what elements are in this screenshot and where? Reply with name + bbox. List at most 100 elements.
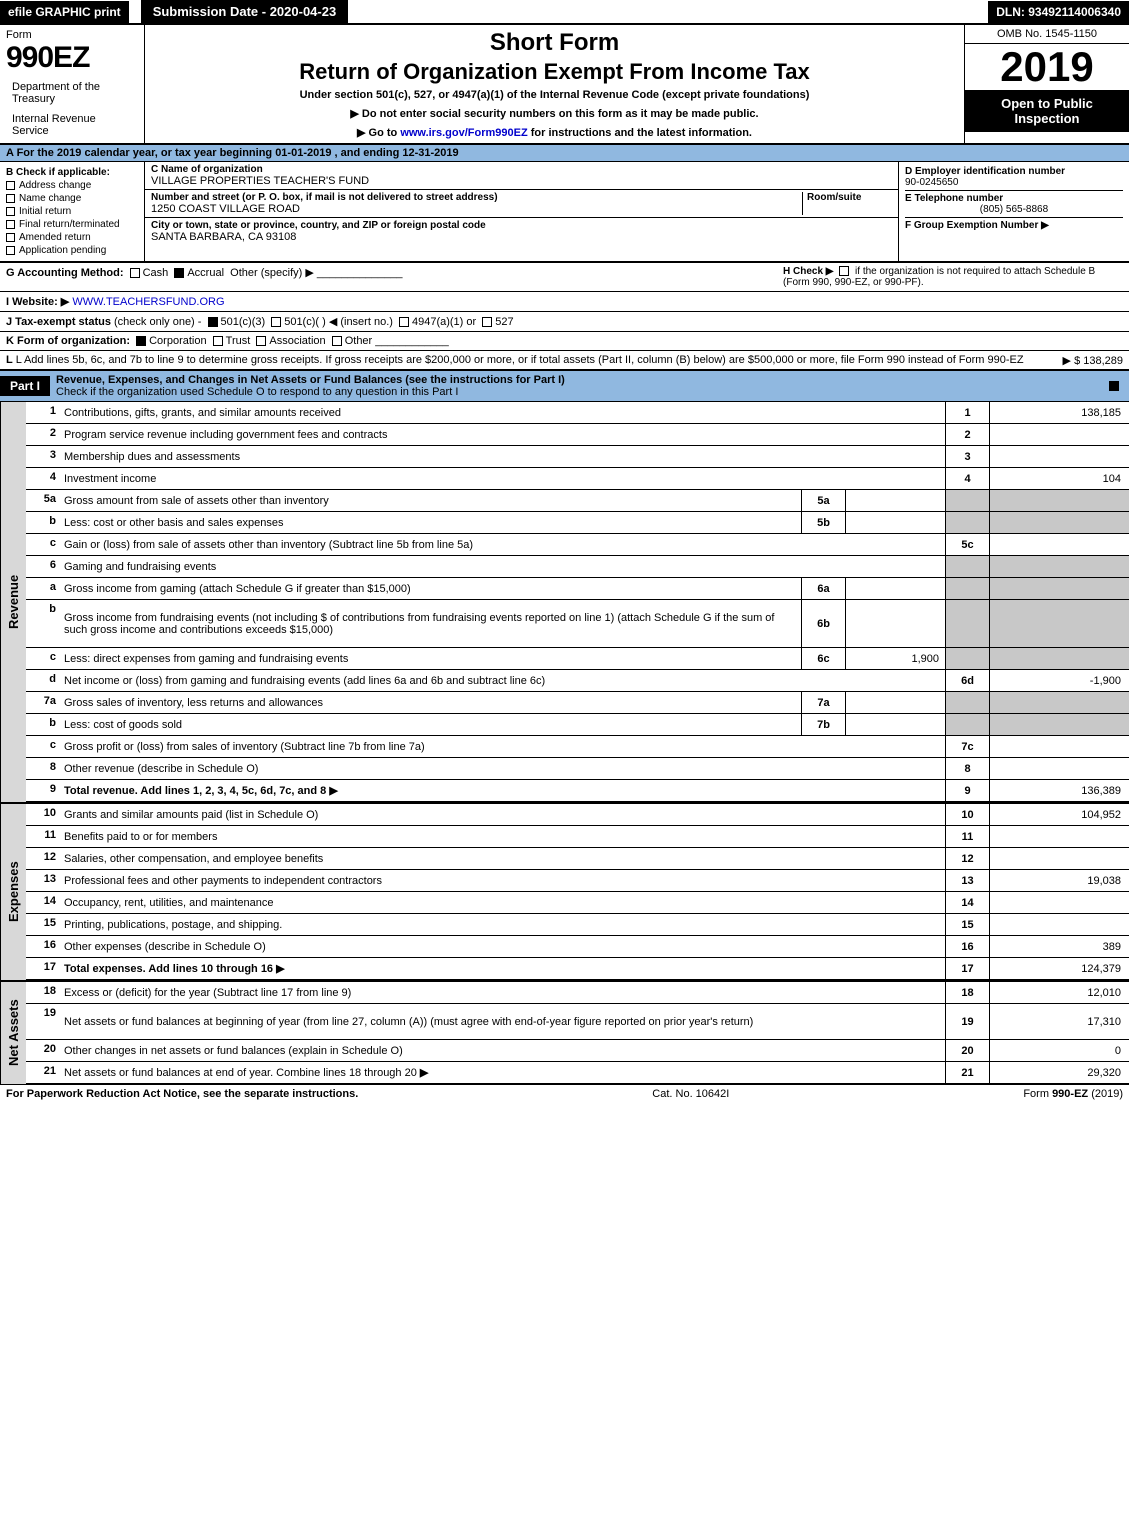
line-3-val [989, 446, 1129, 467]
line-6b-col-shade [945, 600, 989, 647]
footer-left: For Paperwork Reduction Act Notice, see … [6, 1088, 358, 1100]
city-row: City or town, state or province, country… [145, 218, 898, 245]
line-21-num: 21 [26, 1062, 60, 1083]
line-18-val: 12,010 [989, 982, 1129, 1003]
chk-other-org[interactable] [332, 336, 342, 346]
line-5a-sub: 5a [801, 490, 845, 511]
col-b-label: B Check if applicable: [6, 167, 138, 178]
line-10-col: 10 [945, 804, 989, 825]
chk-final-return[interactable]: Final return/terminated [6, 219, 138, 230]
tel-label: E Telephone number [905, 193, 1123, 204]
chk-501c3[interactable] [208, 317, 218, 327]
line-5b-subval [845, 512, 945, 533]
line-15-val [989, 914, 1129, 935]
chk-527[interactable] [482, 317, 492, 327]
line-14-num: 14 [26, 892, 60, 913]
line-6d-num: d [26, 670, 60, 691]
line-20-col: 20 [945, 1040, 989, 1061]
department-label: Department of the Treasury [6, 79, 138, 107]
chk-corporation[interactable] [136, 336, 146, 346]
line-8: 8 Other revenue (describe in Schedule O)… [26, 758, 1129, 780]
line-9-val: 136,389 [989, 780, 1129, 801]
chk-schedule-o[interactable] [1109, 381, 1119, 391]
line-16-num: 16 [26, 936, 60, 957]
revenue-section: Revenue 1 Contributions, gifts, grants, … [0, 402, 1129, 802]
row-h: H Check ▶ if the organization is not req… [783, 266, 1123, 288]
line-8-col: 8 [945, 758, 989, 779]
tel-row: E Telephone number (805) 565-8868 [905, 191, 1123, 218]
chk-amended-return[interactable]: Amended return [6, 232, 138, 243]
chk-schedule-b[interactable] [839, 266, 849, 276]
irs-label: Internal Revenue Service [6, 111, 138, 139]
chk-initial-return[interactable]: Initial return [6, 206, 138, 217]
chk-501c[interactable] [271, 317, 281, 327]
line-13: 13 Professional fees and other payments … [26, 870, 1129, 892]
line-3-num: 3 [26, 446, 60, 467]
line-19-num: 19 [26, 1004, 60, 1039]
line-13-num: 13 [26, 870, 60, 891]
col-c-org-info: C Name of organization VILLAGE PROPERTIE… [145, 162, 899, 261]
line-6c-col-shade [945, 648, 989, 669]
line-20-val: 0 [989, 1040, 1129, 1061]
street-label: Number and street (or P. O. box, if mail… [151, 192, 802, 203]
line-7b-val-shade [989, 714, 1129, 735]
line-1-col: 1 [945, 402, 989, 423]
chk-association[interactable] [256, 336, 266, 346]
efile-print-button[interactable]: efile GRAPHIC print [0, 1, 129, 23]
line-4-col: 4 [945, 468, 989, 489]
line-7b-desc: Less: cost of goods sold [60, 714, 801, 735]
line-14-val [989, 892, 1129, 913]
expenses-section: Expenses 10 Grants and similar amounts p… [0, 802, 1129, 980]
netassets-side-label: Net Assets [0, 982, 26, 1084]
line-6d-desc: Net income or (loss) from gaming and fun… [60, 670, 945, 691]
line-2-num: 2 [26, 424, 60, 445]
irs-link[interactable]: www.irs.gov/Form990EZ [400, 127, 527, 139]
goto-instructions: ▶ Go to www.irs.gov/Form990EZ for instru… [155, 126, 954, 139]
line-6c-val-shade [989, 648, 1129, 669]
website-link[interactable]: WWW.TEACHERSFUND.ORG [72, 296, 224, 308]
j-detail: (check only one) - [114, 316, 201, 328]
org-name-value: VILLAGE PROPERTIES TEACHER'S FUND [151, 175, 892, 187]
line-14-desc: Occupancy, rent, utilities, and maintena… [60, 892, 945, 913]
opt-501c3: 501(c)(3) [221, 316, 266, 328]
line-11-desc: Benefits paid to or for members [60, 826, 945, 847]
col-d-ids: D Employer identification number 90-0245… [899, 162, 1129, 261]
line-16-desc: Other expenses (describe in Schedule O) [60, 936, 945, 957]
expenses-rows: 10 Grants and similar amounts paid (list… [26, 804, 1129, 980]
row-g: G Accounting Method: Cash Accrual Other … [6, 266, 783, 288]
row-g-h: G Accounting Method: Cash Accrual Other … [0, 263, 1129, 292]
netassets-rows: 18 Excess or (deficit) for the year (Sub… [26, 982, 1129, 1084]
line-5b-col-shade [945, 512, 989, 533]
under-section: Under section 501(c), 527, or 4947(a)(1)… [155, 89, 954, 101]
chk-name-change[interactable]: Name change [6, 193, 138, 204]
line-7a-col-shade [945, 692, 989, 713]
line-5b-sub: 5b [801, 512, 845, 533]
chk-application-pending[interactable]: Application pending [6, 245, 138, 256]
revenue-rows: 1 Contributions, gifts, grants, and simi… [26, 402, 1129, 802]
line-17-col: 17 [945, 958, 989, 979]
chk-cash[interactable] [130, 268, 140, 278]
opt-cash: Cash [143, 267, 169, 279]
line-21-col: 21 [945, 1062, 989, 1083]
line-7b-subval [845, 714, 945, 735]
line-20-num: 20 [26, 1040, 60, 1061]
line-12: 12 Salaries, other compensation, and emp… [26, 848, 1129, 870]
chk-trust[interactable] [213, 336, 223, 346]
footer-center: Cat. No. 10642I [652, 1088, 729, 1100]
chk-4947[interactable] [399, 317, 409, 327]
line-2-col: 2 [945, 424, 989, 445]
chk-accrual[interactable] [174, 268, 184, 278]
line-7b: b Less: cost of goods sold 7b [26, 714, 1129, 736]
line-8-num: 8 [26, 758, 60, 779]
line-7c-num: c [26, 736, 60, 757]
line-6c-subval: 1,900 [845, 648, 945, 669]
form-header: Form 990EZ Department of the Treasury In… [0, 25, 1129, 145]
row-l: L L Add lines 5b, 6c, and 7b to line 9 t… [0, 351, 1129, 371]
line-1-num: 1 [26, 402, 60, 423]
city-label: City or town, state or province, country… [151, 220, 892, 231]
city-value: SANTA BARBARA, CA 93108 [151, 231, 892, 243]
footer-right: Form 990-EZ (2019) [1023, 1088, 1123, 1100]
line-12-col: 12 [945, 848, 989, 869]
chk-address-change[interactable]: Address change [6, 180, 138, 191]
line-6a-subval [845, 578, 945, 599]
